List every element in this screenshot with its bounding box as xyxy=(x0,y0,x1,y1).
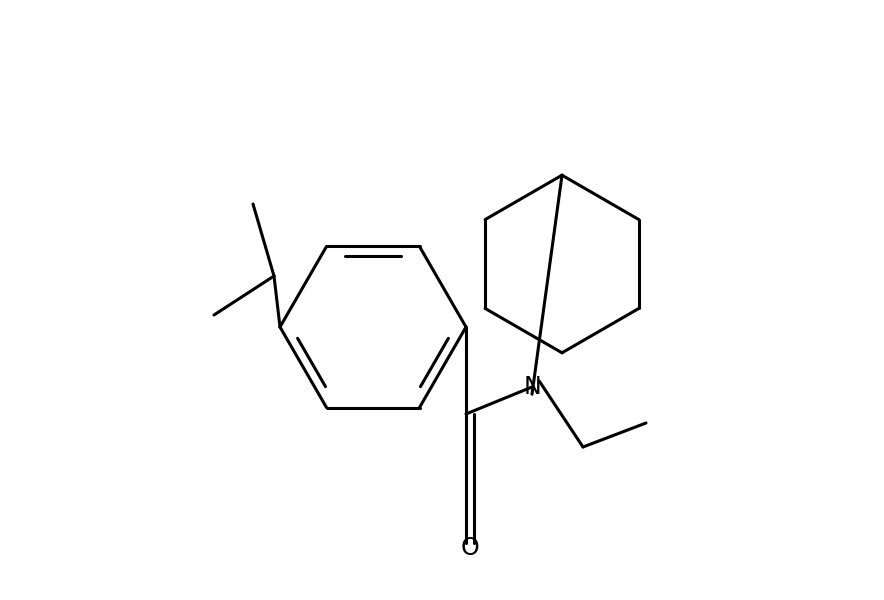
Text: O: O xyxy=(461,536,479,560)
Text: N: N xyxy=(523,375,541,399)
